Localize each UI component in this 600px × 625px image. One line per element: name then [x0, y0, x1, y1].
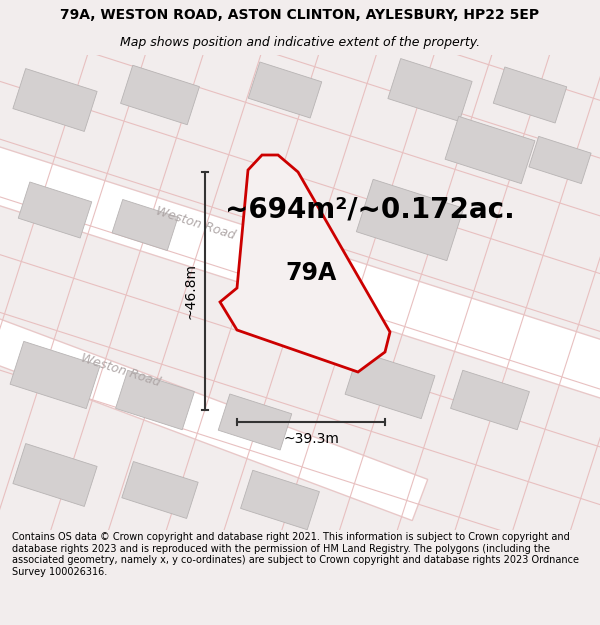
Polygon shape: [18, 182, 92, 238]
Text: 79A: 79A: [286, 261, 337, 285]
Text: ~46.8m: ~46.8m: [183, 263, 197, 319]
Polygon shape: [220, 155, 390, 372]
Polygon shape: [445, 116, 535, 184]
Text: Map shows position and indicative extent of the property.: Map shows position and indicative extent…: [120, 36, 480, 49]
Text: Contains OS data © Crown copyright and database right 2021. This information is : Contains OS data © Crown copyright and d…: [12, 532, 579, 577]
Text: Weston Road: Weston Road: [79, 351, 161, 389]
Polygon shape: [248, 62, 322, 118]
Text: ~39.3m: ~39.3m: [283, 432, 339, 446]
Polygon shape: [493, 67, 567, 123]
Text: Weston Road: Weston Road: [154, 204, 236, 242]
Polygon shape: [529, 136, 591, 184]
Polygon shape: [345, 351, 435, 419]
Polygon shape: [122, 461, 198, 519]
Polygon shape: [116, 370, 194, 430]
Text: 79A, WESTON ROAD, ASTON CLINTON, AYLESBURY, HP22 5EP: 79A, WESTON ROAD, ASTON CLINTON, AYLESBU…: [61, 8, 539, 22]
Polygon shape: [13, 69, 97, 131]
Polygon shape: [121, 65, 199, 125]
Polygon shape: [388, 59, 472, 121]
Polygon shape: [10, 341, 100, 409]
Polygon shape: [13, 444, 97, 506]
Polygon shape: [356, 179, 464, 261]
Polygon shape: [241, 470, 319, 530]
Polygon shape: [451, 370, 529, 430]
Polygon shape: [218, 394, 292, 450]
Polygon shape: [0, 143, 600, 402]
Text: ~694m²/~0.172ac.: ~694m²/~0.172ac.: [225, 196, 515, 224]
Polygon shape: [112, 199, 178, 251]
Polygon shape: [0, 314, 428, 521]
